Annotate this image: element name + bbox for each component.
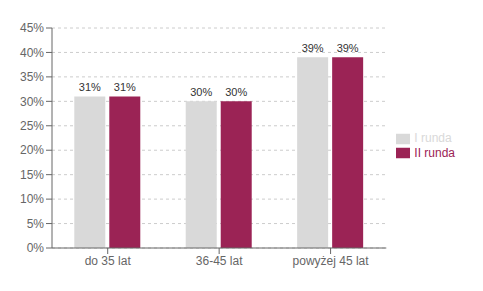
svg-text:31%: 31% <box>114 81 136 93</box>
svg-text:36-45 lat: 36-45 lat <box>196 254 243 268</box>
svg-text:31%: 31% <box>79 81 101 93</box>
svg-text:45%: 45% <box>20 21 44 35</box>
svg-text:35%: 35% <box>20 70 44 84</box>
svg-text:do 35 lat: do 35 lat <box>85 254 132 268</box>
svg-text:40%: 40% <box>20 46 44 60</box>
svg-text:20%: 20% <box>20 143 44 157</box>
svg-text:10%: 10% <box>20 192 44 206</box>
svg-text:30%: 30% <box>190 86 212 98</box>
html-text:II runda: II runda <box>414 145 455 160</box>
svg-text:5%: 5% <box>27 217 45 231</box>
svg-text:15%: 15% <box>20 168 44 182</box>
svg-text:powyżej 45 lat: powyżej 45 lat <box>293 254 370 268</box>
svg-text:39%: 39% <box>302 42 324 54</box>
svg-text:30%: 30% <box>20 95 44 109</box>
svg-text:25%: 25% <box>20 119 44 133</box>
svg-text:39%: 39% <box>337 42 359 54</box>
html-text:I runda: I runda <box>414 130 452 145</box>
svg-text:30%: 30% <box>225 86 247 98</box>
svg-text:0%: 0% <box>27 241 45 255</box>
